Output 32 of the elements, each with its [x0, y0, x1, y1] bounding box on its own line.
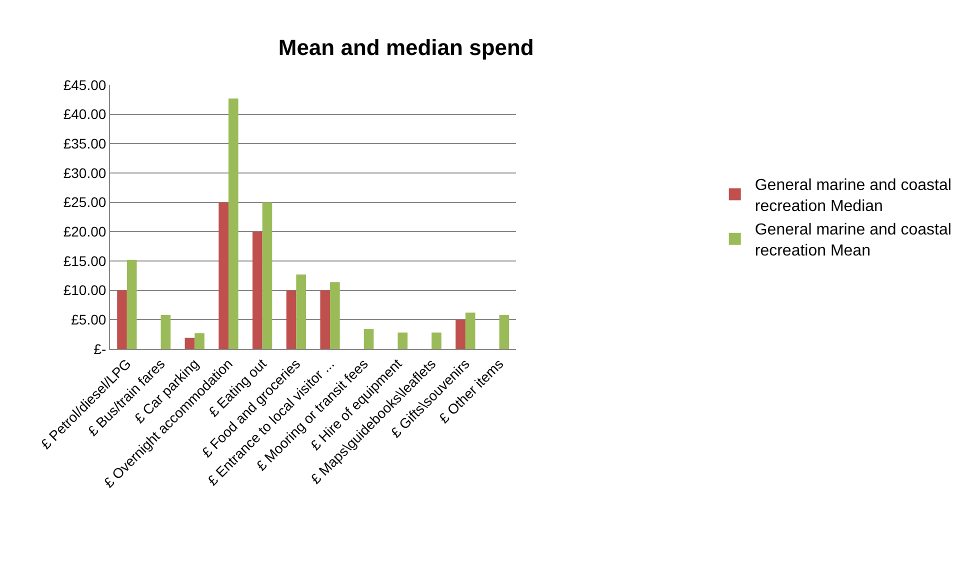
- bar: [286, 290, 296, 349]
- bar: [194, 333, 204, 349]
- legend-label: General marine and coastal recreation Median: [754, 177, 952, 215]
- chart-title: Mean and median spend: [278, 34, 534, 60]
- y-tick-label: £25.00: [63, 194, 106, 210]
- y-tick-label: £40.00: [63, 106, 106, 122]
- y-tick-label: £35.00: [63, 136, 106, 152]
- y-tick-label: £-: [94, 340, 107, 357]
- y-tick-label: £10.00: [63, 282, 106, 298]
- bar: [499, 314, 510, 349]
- bar: [432, 332, 442, 349]
- y-tick-label: £45.00: [63, 76, 106, 93]
- bar: [218, 202, 228, 349]
- bar: [398, 332, 408, 349]
- bar: [228, 98, 238, 349]
- bar: [364, 329, 374, 349]
- y-tick-label: £5.00: [71, 312, 106, 328]
- y-tick-label: £20.00: [63, 224, 106, 240]
- y-tick-label: £30.00: [63, 164, 106, 181]
- bar: [126, 260, 137, 349]
- legend-label: General marine and coastal recreation Mean: [754, 222, 952, 260]
- bar: [252, 232, 262, 349]
- bar: [456, 320, 466, 349]
- bar: [117, 290, 127, 349]
- bar: [262, 202, 272, 349]
- bar: [465, 312, 476, 349]
- bar: [160, 314, 171, 349]
- bar: [184, 338, 195, 349]
- bar: [330, 282, 340, 349]
- bar: [320, 290, 330, 349]
- y-tick-label: £15.00: [63, 252, 106, 269]
- bar: [296, 274, 306, 349]
